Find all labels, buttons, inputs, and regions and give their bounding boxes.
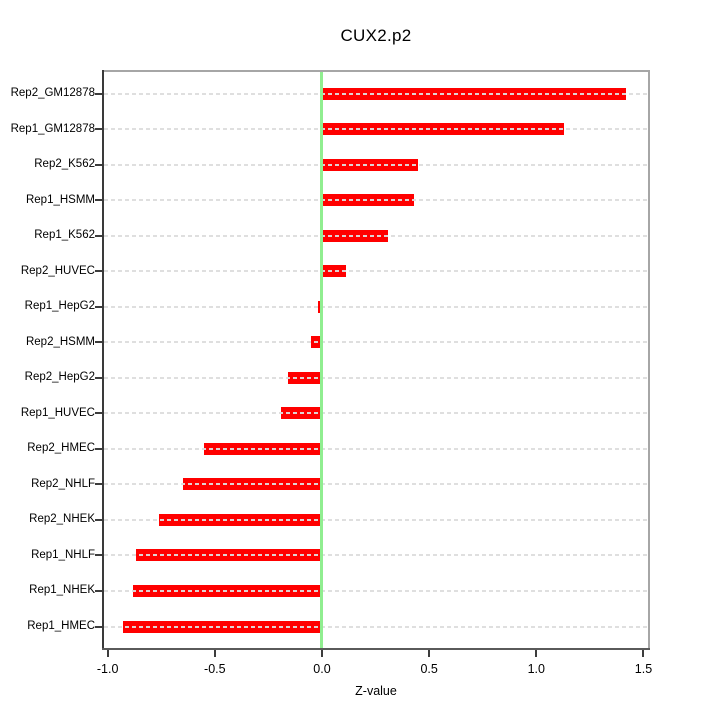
- y-axis-tick: [95, 128, 102, 131]
- y-axis-category-label: Rep2_HMEC: [27, 442, 95, 455]
- y-axis-tick: [95, 234, 102, 237]
- grid-line: [104, 234, 648, 237]
- y-axis-category-label: Rep1_K562: [34, 229, 95, 242]
- y-axis-tick: [95, 341, 102, 344]
- x-axis-tick: [213, 650, 216, 657]
- plot-area: [104, 72, 648, 648]
- x-axis-tick-label: -1.0: [96, 662, 119, 676]
- y-axis-tick: [95, 92, 102, 95]
- grid-line: [104, 412, 648, 415]
- y-axis-tick: [95, 376, 102, 379]
- grid-line: [104, 92, 648, 95]
- y-axis-category-label: Rep2_HepG2: [24, 371, 95, 384]
- y-axis-category-label: Rep2_K562: [34, 158, 95, 171]
- grid-line: [104, 270, 648, 273]
- x-axis-tick-label: -0.5: [204, 662, 226, 676]
- chart-title: CUX2.p2: [340, 26, 412, 45]
- y-axis-tick: [95, 305, 102, 308]
- zero-reference-line: [320, 72, 324, 648]
- y-axis-category-label: Rep1_HUVEC: [20, 406, 95, 419]
- x-axis-tick: [535, 650, 538, 657]
- y-axis-tick: [95, 589, 102, 592]
- grid-line: [104, 483, 648, 486]
- y-axis-category-label: Rep2_NHEK: [29, 513, 95, 526]
- grid-line: [104, 305, 648, 308]
- y-axis-category-label: Rep1_NHEK: [29, 584, 95, 597]
- x-axis-tick-label: 1.0: [527, 662, 545, 676]
- grid-line: [104, 447, 648, 450]
- grid-line: [104, 163, 648, 166]
- y-axis-tick: [95, 412, 102, 415]
- x-axis-tick: [320, 650, 323, 657]
- grid-line: [104, 518, 648, 521]
- y-axis-tick: [95, 270, 102, 273]
- y-axis-tick: [95, 163, 102, 166]
- y-axis-category-label: Rep1_GM12878: [10, 122, 95, 135]
- grid-line: [104, 625, 648, 628]
- y-axis-line: [102, 70, 104, 650]
- y-axis-category-label: Rep1_NHLF: [31, 548, 95, 561]
- plot-box-top-border: [102, 70, 650, 72]
- y-axis-category-label: Rep1_HepG2: [24, 300, 95, 313]
- grid-line: [104, 341, 648, 344]
- y-axis-category-label: Rep2_GM12878: [10, 87, 95, 99]
- y-axis-tick: [95, 554, 102, 557]
- x-axis-tick-label: 1.5: [634, 662, 653, 676]
- y-axis-tick: [95, 447, 102, 450]
- grid-line: [104, 376, 648, 379]
- y-axis-tick: [95, 199, 102, 202]
- y-axis-tick: [95, 483, 102, 486]
- x-axis-line: [102, 648, 650, 650]
- grid-line: [104, 589, 648, 592]
- y-axis-tick: [95, 518, 102, 521]
- x-axis-tick: [642, 650, 645, 657]
- y-axis-category-label: Rep2_HSMM: [25, 335, 95, 348]
- x-axis-tick: [428, 650, 431, 657]
- y-axis-category-label: Rep2_HUVEC: [20, 264, 95, 277]
- x-axis-tick-label: 0.5: [420, 662, 438, 676]
- plot-box-right-border: [648, 70, 650, 650]
- y-axis-category-label: Rep2_NHLF: [31, 477, 95, 490]
- y-axis-tick: [95, 625, 102, 628]
- x-axis-tick-label: 0.0: [313, 662, 331, 676]
- grid-line: [104, 554, 648, 557]
- x-axis-tick: [106, 650, 109, 657]
- grid-line: [104, 199, 648, 202]
- y-axis-category-label: Rep1_HSMM: [25, 193, 95, 206]
- x-axis-label: Z-value: [355, 684, 397, 698]
- y-axis-category-label: Rep1_HMEC: [27, 620, 95, 632]
- grid-line: [104, 128, 648, 131]
